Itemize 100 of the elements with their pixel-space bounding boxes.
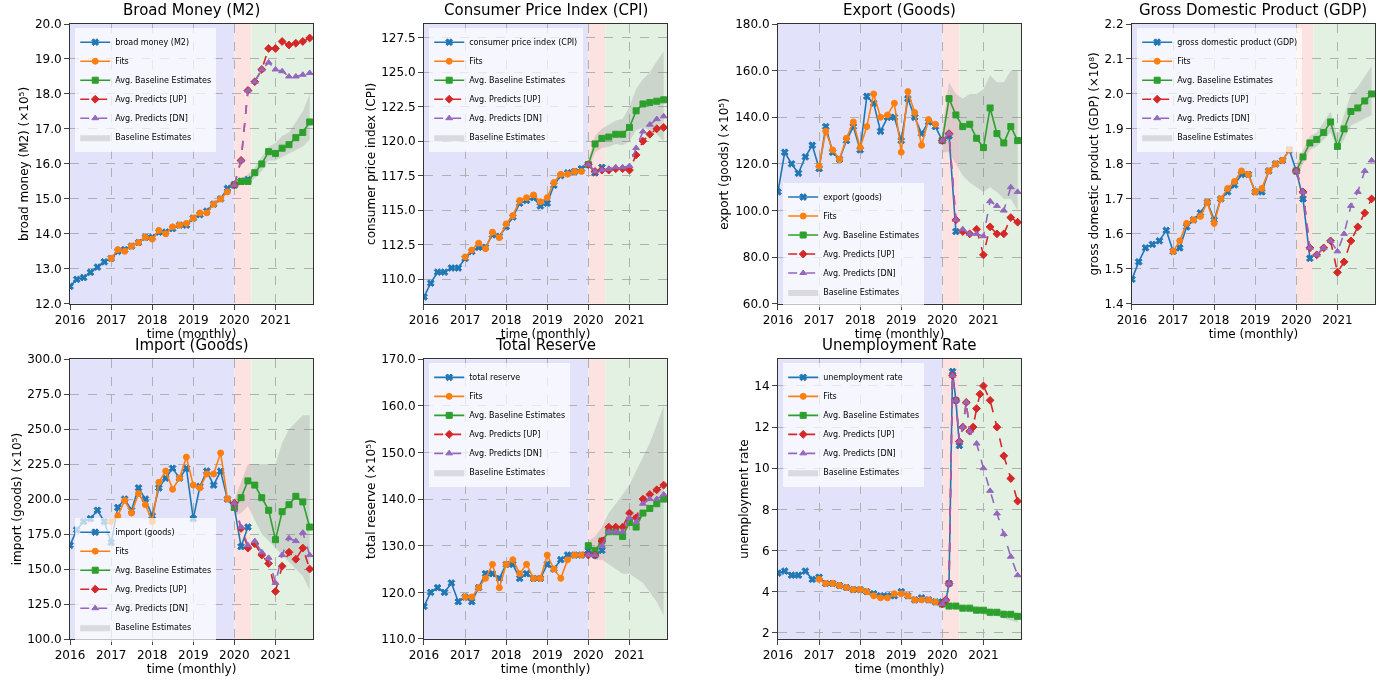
chart-title: Broad Money (M2) [123, 1, 261, 19]
legend-label: Fits [469, 392, 483, 402]
y-tick-label: 130.0 [381, 538, 416, 553]
legend-label: total reserve [469, 373, 521, 383]
legend-label: Avg. Baseline Estimates [823, 411, 920, 421]
x-tick-label: 2018 [490, 313, 522, 328]
chart-title: Export (Goods) [843, 1, 956, 19]
y-tick-label: 180.0 [735, 17, 770, 32]
y-tick-label: 80.0 [742, 250, 770, 265]
x-axis-title: time (monthly) [146, 662, 237, 677]
y-tick-label: 300.0 [27, 352, 62, 367]
legend-label: Avg. Baseline Estimates [115, 76, 212, 86]
legend-label: Fits [823, 212, 837, 222]
legend-label: Avg. Predicts [DN] [469, 449, 542, 459]
x-tick-label: 2019 [531, 313, 563, 328]
y-tick-label: 1.4 [1104, 297, 1124, 312]
legend-label: export (goods) [823, 193, 882, 203]
x-tick-label: 2016 [408, 648, 440, 663]
x-tick-label: 2021 [260, 648, 291, 663]
y-tick-label: 125.0 [27, 597, 62, 612]
x-axis-title: time (monthly) [854, 662, 945, 677]
y-tick-label: 100.0 [27, 632, 62, 647]
legend-label: Avg. Predicts [UP] [115, 585, 187, 595]
legend-label: Avg. Predicts [UP] [1177, 95, 1249, 105]
y-tick-label: 16.0 [34, 157, 62, 172]
legend-label: Fits [823, 392, 837, 402]
x-tick-label: 2020 [219, 313, 250, 328]
x-tick-label: 2016 [1116, 313, 1148, 328]
y-tick-label: 140.0 [735, 110, 770, 125]
x-tick-label: 2021 [968, 648, 999, 663]
legend-label: Avg. Baseline Estimates [469, 411, 566, 421]
x-tick-label: 2021 [614, 648, 645, 663]
y-tick-label: 60.0 [742, 297, 770, 312]
y-tick-label: 20.0 [34, 17, 62, 32]
y-tick-label: 200.0 [27, 492, 62, 507]
legend-label: Avg. Baseline Estimates [115, 566, 212, 576]
legend-label: gross domestic product (GDP) [1177, 38, 1298, 48]
y-tick-label: 140.0 [381, 492, 416, 507]
y-tick-label: 127.5 [381, 30, 416, 45]
x-tick-label: 2019 [1239, 313, 1271, 328]
x-tick-label: 2018 [136, 313, 168, 328]
y-tick-label: 1.6 [1104, 227, 1124, 242]
y-tick-label: 8 [761, 502, 770, 517]
x-tick-label: 2017 [449, 648, 481, 663]
x-tick-label: 2017 [95, 313, 127, 328]
y-tick-label: 160.0 [735, 63, 770, 78]
x-tick-label: 2020 [573, 648, 604, 663]
x-axis-title: time (monthly) [1208, 327, 1299, 342]
x-tick-label: 2020 [219, 648, 250, 663]
x-tick-label: 2020 [1280, 313, 1312, 328]
x-axis-title: time (monthly) [500, 662, 591, 677]
y-tick-label: 120.0 [381, 585, 416, 600]
x-tick-label: 2017 [449, 313, 481, 328]
y-tick-label: 15.0 [34, 192, 62, 207]
y-tick-label: 1.8 [1104, 157, 1124, 172]
legend-label: Avg. Predicts [UP] [823, 430, 895, 440]
x-tick-label: 2017 [95, 648, 127, 663]
y-tick-label: 2.1 [1104, 52, 1124, 67]
legend-label: Avg. Predicts [UP] [469, 430, 541, 440]
y-tick-label: 2 [761, 626, 770, 641]
y-tick-label: 100.0 [735, 203, 770, 218]
legend-label: Baseline Estimates [115, 623, 192, 633]
legend-label: Fits [115, 547, 129, 557]
legend-label: Avg. Baseline Estimates [1177, 76, 1274, 86]
y-tick-label: 275.0 [27, 387, 62, 402]
x-tick-label: 2021 [968, 313, 999, 328]
legend-label: Baseline Estimates [115, 133, 192, 143]
y-tick-label: 2.2 [1104, 17, 1124, 32]
x-tick-label: 2019 [178, 313, 209, 328]
chart-title: Gross Domestic Product (GDP) [1139, 1, 1368, 19]
y-tick-label: 112.5 [381, 237, 416, 252]
legend-label: Baseline Estimates [469, 468, 546, 478]
legend-label: Avg. Predicts [DN] [1177, 114, 1250, 124]
x-tick-label: 2017 [1157, 313, 1189, 328]
y-tick-label: 122.5 [381, 99, 416, 114]
y-tick-label: 225.0 [27, 457, 62, 472]
y-axis-title: broad money (M2) (×10⁵) [17, 86, 32, 241]
x-tick-label: 2018 [136, 648, 168, 663]
x-tick-label: 2018 [844, 648, 876, 663]
y-tick-label: 1.9 [1104, 122, 1124, 137]
x-tick-label: 2017 [803, 648, 835, 663]
legend-label: Avg. Predicts [DN] [823, 269, 896, 279]
x-tick-label: 2020 [573, 313, 604, 328]
y-tick-label: 13.0 [34, 262, 62, 277]
x-tick-label: 2018 [844, 313, 876, 328]
y-tick-label: 160.0 [381, 399, 416, 414]
y-tick-label: 150.0 [381, 445, 416, 460]
y-tick-label: 14 [754, 379, 770, 394]
x-tick-label: 2016 [54, 313, 86, 328]
y-tick-label: 175.0 [27, 527, 62, 542]
y-tick-label: 12.0 [34, 297, 62, 312]
legend-label: import (goods) [115, 528, 175, 538]
y-tick-label: 110.0 [381, 272, 416, 287]
y-tick-label: 18.0 [34, 87, 62, 102]
y-tick-label: 120.0 [735, 157, 770, 172]
y-tick-label: 120.0 [381, 134, 416, 149]
legend-label: Fits [1177, 57, 1191, 67]
x-tick-label: 2016 [762, 648, 794, 663]
y-tick-label: 6 [761, 543, 770, 558]
legend-label: Avg. Predicts [DN] [115, 114, 188, 124]
